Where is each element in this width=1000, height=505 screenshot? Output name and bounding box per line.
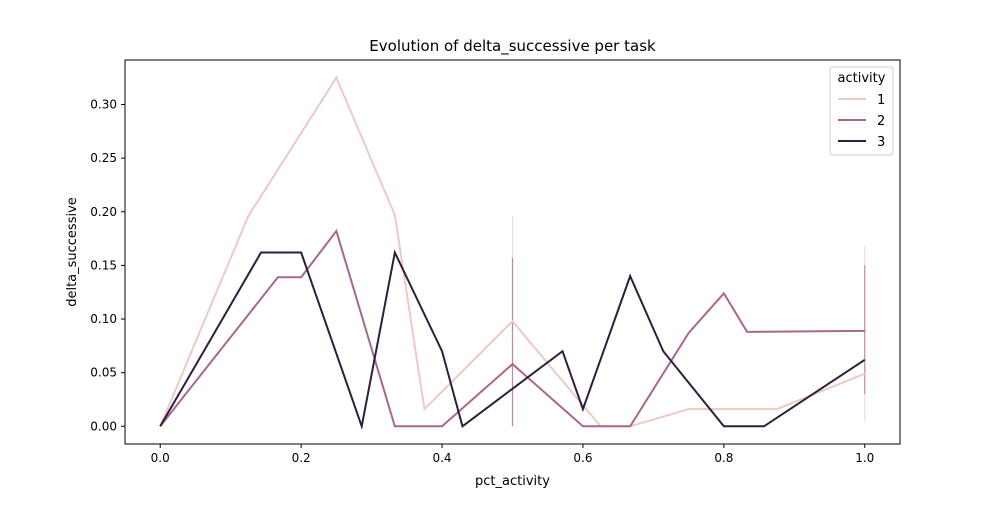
legend-label-2: 2 bbox=[877, 114, 885, 129]
y-tick-label: 0.15 bbox=[90, 258, 117, 272]
y-tick-label: 0.10 bbox=[90, 312, 117, 326]
x-tick-label: 0.4 bbox=[432, 451, 451, 465]
y-tick-label: 0.00 bbox=[90, 419, 117, 433]
x-tick-label: 0.2 bbox=[292, 451, 311, 465]
x-tick-label: 0.6 bbox=[573, 451, 592, 465]
x-tick-label: 1.0 bbox=[855, 451, 874, 465]
series-line-2 bbox=[159, 228, 865, 428]
y-tick-label: 0.30 bbox=[90, 98, 117, 112]
plot-area bbox=[159, 75, 866, 431]
y-tick-label: 0.25 bbox=[90, 151, 117, 165]
x-axis-label: pct_activity bbox=[475, 474, 550, 489]
x-axis: 0.0 0.2 0.4 0.6 0.8 1.0 bbox=[151, 444, 874, 465]
y-axis: 0.00 0.05 0.10 0.15 0.20 0.25 0.30 bbox=[90, 98, 125, 433]
x-tick-label: 0.8 bbox=[714, 451, 733, 465]
legend-label-1: 1 bbox=[877, 93, 885, 108]
y-tick-label: 0.20 bbox=[90, 205, 117, 219]
legend-frame bbox=[829, 66, 894, 156]
series-line-1 bbox=[159, 75, 866, 428]
legend-title: activity bbox=[838, 71, 886, 86]
legend-label-3: 3 bbox=[877, 135, 885, 150]
y-tick-label: 0.05 bbox=[90, 366, 117, 380]
series-line-3 bbox=[159, 249, 866, 431]
chart-title: Evolution of delta_successive per task bbox=[369, 37, 656, 56]
plot-frame bbox=[124, 59, 901, 445]
x-tick-label: 0.0 bbox=[151, 451, 170, 465]
legend: activity 1 2 3 bbox=[829, 66, 894, 156]
y-axis-label: delta_successive bbox=[65, 197, 80, 307]
